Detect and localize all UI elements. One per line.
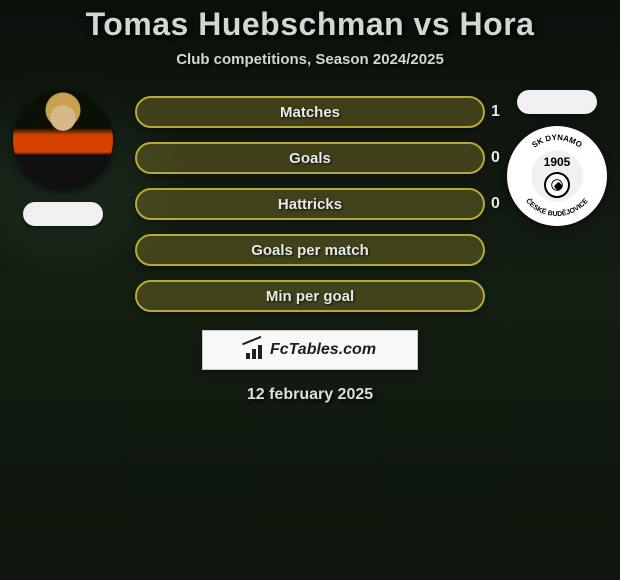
page-title: Tomas Huebschman vs Hora [86,6,535,43]
stat-row-min-per-goal: Min per goal [135,280,485,312]
subtitle: Club competitions, Season 2024/2025 [176,51,444,68]
club-ring-text-icon: SK DYNAMO ČESKÉ BUDĚJOVICE [507,126,607,226]
player-right-name-badge [517,90,597,114]
player-right-club-logo: 1905 SK DYNAMO ČESKÉ BUDĚJOVICE [507,126,607,226]
stat-row-hattricks: Hattricks 0 [135,188,485,220]
club-text-top: SK DYNAMO [530,133,583,150]
stat-row-goals: Goals 0 [135,142,485,174]
brand-link[interactable]: FcTables.com [202,330,418,370]
player-left-column [8,90,118,226]
stat-label: Goals [289,150,331,167]
stat-label: Min per goal [266,288,354,305]
player-right-column: 1905 SK DYNAMO ČESKÉ BUDĚJOVICE [502,90,612,226]
stat-value-right: 0 [491,195,515,213]
stat-label: Goals per match [251,242,369,259]
stat-rows: Matches 1 Goals 0 Hattricks 0 Goals per … [135,96,485,312]
chart-icon [244,341,266,359]
date-text: 12 february 2025 [247,386,373,404]
player-left-avatar [13,90,113,190]
stat-value-right: 1 [491,103,515,121]
stat-label: Matches [280,104,340,121]
stats-area: 1905 SK DYNAMO ČESKÉ BUDĚJOVICE [0,96,620,312]
stat-label: Hattricks [278,196,342,213]
avatar-placeholder-icon [13,90,113,190]
brand-text: FcTables.com [270,341,376,359]
club-logo-icon: 1905 SK DYNAMO ČESKÉ BUDĚJOVICE [507,126,607,226]
stat-row-matches: Matches 1 [135,96,485,128]
comparison-card: Tomas Huebschman vs Hora Club competitio… [0,0,620,440]
stat-row-goals-per-match: Goals per match [135,234,485,266]
club-text-bottom: ČESKÉ BUDĚJOVICE [524,196,590,218]
stat-value-right: 0 [491,149,515,167]
player-left-club-badge [23,202,103,226]
